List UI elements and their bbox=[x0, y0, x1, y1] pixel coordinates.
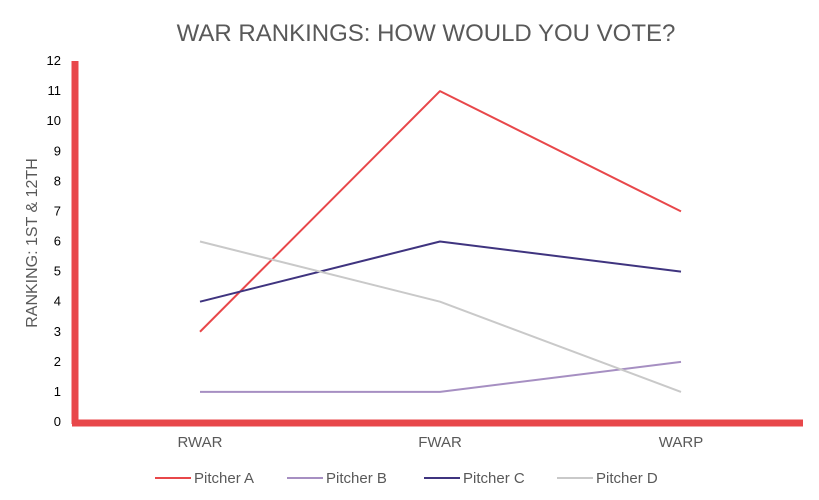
legend: Pitcher A Pitcher B Pitcher C Pitcher D bbox=[155, 470, 658, 487]
y-tick-label: 10 bbox=[47, 113, 61, 128]
y-tick-label: 5 bbox=[54, 264, 61, 279]
x-tick-label: FWAR bbox=[418, 434, 462, 451]
legend-label: Pitcher C bbox=[463, 470, 525, 487]
series-lines bbox=[199, 90, 682, 393]
y-tick-label: 2 bbox=[54, 354, 61, 369]
legend-label: Pitcher B bbox=[326, 470, 387, 487]
axes bbox=[71, 61, 803, 427]
y-tick-label: 6 bbox=[54, 234, 61, 249]
y-tick-label: 3 bbox=[54, 324, 61, 339]
y-tick-label: 11 bbox=[48, 83, 62, 98]
x-tick-label: WARP bbox=[659, 434, 703, 451]
series-line-pitcher-c bbox=[199, 240, 682, 303]
x-tick-label: RWAR bbox=[178, 434, 223, 451]
y-tick-label: 0 bbox=[54, 414, 61, 429]
series-line-pitcher-d bbox=[199, 240, 682, 393]
y-tick-label: 1 bbox=[54, 384, 61, 399]
x-axis-ticks: RWAR FWAR WARP bbox=[178, 434, 704, 451]
legend-label: Pitcher D bbox=[596, 470, 658, 487]
y-tick-label: 8 bbox=[54, 173, 61, 188]
y-tick-label: 7 bbox=[54, 203, 61, 218]
legend-label: Pitcher A bbox=[194, 470, 254, 487]
y-tick-label: 4 bbox=[54, 294, 61, 309]
series-line-pitcher-a bbox=[199, 90, 682, 333]
series-line-pitcher-b bbox=[200, 360, 682, 393]
y-tick-label: 9 bbox=[54, 143, 61, 158]
y-axis-label: RANKING: 1ST & 12TH bbox=[24, 158, 41, 328]
chart-title: WAR RANKINGS: HOW WOULD YOU VOTE? bbox=[177, 20, 676, 47]
y-tick-label: 12 bbox=[47, 53, 61, 68]
